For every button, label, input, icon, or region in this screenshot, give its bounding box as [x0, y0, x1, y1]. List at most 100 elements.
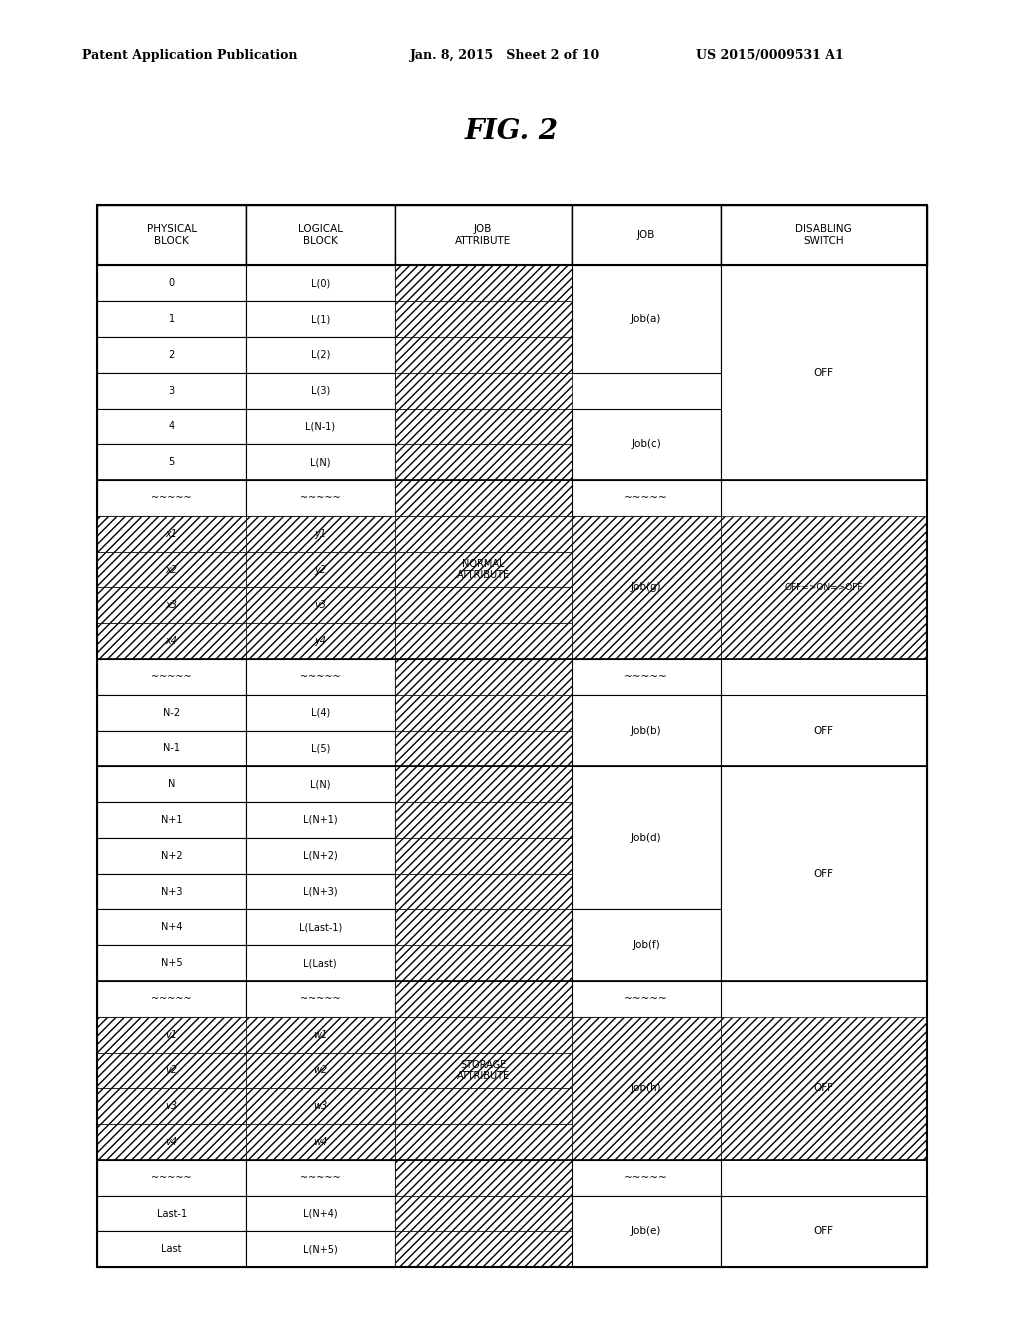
- Text: ~~~~~: ~~~~~: [152, 994, 191, 1005]
- Bar: [572, 1160, 721, 1196]
- Bar: [394, 1160, 572, 1196]
- Bar: [246, 1125, 394, 1160]
- Text: x2: x2: [166, 565, 177, 574]
- Bar: [97, 981, 246, 1016]
- Text: OFF: OFF: [814, 726, 834, 735]
- Bar: [394, 1196, 572, 1232]
- Text: x3: x3: [166, 601, 177, 610]
- Bar: [246, 803, 394, 838]
- Bar: [394, 445, 572, 480]
- Text: ~~~~~: ~~~~~: [300, 672, 341, 682]
- Bar: [394, 803, 572, 838]
- Bar: [97, 587, 246, 623]
- Bar: [572, 480, 721, 516]
- Text: L(2): L(2): [310, 350, 330, 360]
- Bar: [246, 301, 394, 337]
- Text: Job(b): Job(b): [631, 726, 662, 735]
- Text: 5: 5: [169, 457, 175, 467]
- Text: L(1): L(1): [310, 314, 330, 325]
- Bar: [394, 1232, 572, 1267]
- Text: N+2: N+2: [161, 851, 182, 861]
- Bar: [97, 205, 927, 1267]
- Bar: [97, 767, 246, 803]
- Text: Job(c): Job(c): [632, 440, 662, 449]
- Text: 0: 0: [169, 279, 175, 288]
- Bar: [97, 1125, 246, 1160]
- Text: y4: y4: [314, 636, 327, 645]
- Bar: [246, 587, 394, 623]
- Text: v1: v1: [166, 1030, 177, 1040]
- Text: OFF: OFF: [814, 869, 834, 879]
- Text: L(N+1): L(N+1): [303, 814, 338, 825]
- Text: ~~~~~: ~~~~~: [152, 492, 191, 503]
- Bar: [97, 480, 246, 516]
- Bar: [246, 516, 394, 552]
- Text: FIG. 2: FIG. 2: [465, 117, 559, 145]
- Bar: [246, 874, 394, 909]
- Text: L(N): L(N): [310, 779, 331, 789]
- Text: x1: x1: [166, 529, 177, 539]
- Text: ~~~~~: ~~~~~: [300, 492, 341, 503]
- Bar: [97, 945, 246, 981]
- Text: y1: y1: [314, 529, 327, 539]
- Bar: [394, 838, 572, 874]
- Bar: [97, 659, 246, 694]
- Bar: [394, 1016, 572, 1052]
- Text: ~~~~~: ~~~~~: [300, 994, 341, 1005]
- Text: L(Last): L(Last): [303, 958, 337, 968]
- Bar: [97, 694, 246, 730]
- Text: v2: v2: [166, 1065, 177, 1076]
- Bar: [97, 1160, 246, 1196]
- Bar: [572, 1196, 721, 1267]
- Text: STORAGE
ATTRIBUTE: STORAGE ATTRIBUTE: [457, 1060, 510, 1081]
- Bar: [394, 909, 572, 945]
- Bar: [572, 694, 721, 767]
- Bar: [572, 767, 721, 909]
- Text: Job(h): Job(h): [631, 1084, 662, 1093]
- Bar: [572, 909, 721, 981]
- Bar: [721, 1016, 927, 1160]
- Text: OFF: OFF: [814, 1084, 834, 1093]
- Bar: [394, 1052, 572, 1088]
- Bar: [572, 205, 721, 265]
- Bar: [394, 552, 572, 587]
- Text: Job(d): Job(d): [631, 833, 662, 843]
- Bar: [246, 265, 394, 301]
- Text: LOGICAL
BLOCK: LOGICAL BLOCK: [298, 224, 343, 246]
- Bar: [97, 408, 246, 445]
- Bar: [572, 516, 721, 659]
- Text: w1: w1: [313, 1030, 328, 1040]
- Bar: [394, 981, 572, 1016]
- Bar: [246, 1196, 394, 1232]
- Bar: [721, 265, 927, 480]
- Bar: [394, 480, 572, 516]
- Bar: [721, 767, 927, 981]
- Text: ~~~~~: ~~~~~: [152, 672, 191, 682]
- Bar: [246, 372, 394, 408]
- Bar: [394, 767, 572, 803]
- Bar: [394, 945, 572, 981]
- Text: JOB: JOB: [637, 230, 655, 240]
- Bar: [246, 659, 394, 694]
- Text: DISABLING
SWITCH: DISABLING SWITCH: [796, 224, 852, 246]
- Bar: [394, 265, 572, 301]
- Text: v4: v4: [166, 1137, 177, 1147]
- Bar: [394, 372, 572, 408]
- Text: OFF: OFF: [814, 368, 834, 378]
- Text: L(4): L(4): [310, 708, 330, 718]
- Bar: [246, 838, 394, 874]
- Bar: [246, 767, 394, 803]
- Bar: [97, 623, 246, 659]
- Text: L(N-1): L(N-1): [305, 421, 335, 432]
- Bar: [97, 803, 246, 838]
- Text: L(N): L(N): [310, 457, 331, 467]
- Bar: [97, 337, 246, 372]
- Bar: [246, 1232, 394, 1267]
- Bar: [572, 981, 721, 1016]
- Bar: [246, 909, 394, 945]
- Text: y2: y2: [314, 565, 327, 574]
- Text: L(N+2): L(N+2): [303, 851, 338, 861]
- Bar: [394, 587, 572, 623]
- Bar: [572, 1016, 721, 1160]
- Bar: [246, 1160, 394, 1196]
